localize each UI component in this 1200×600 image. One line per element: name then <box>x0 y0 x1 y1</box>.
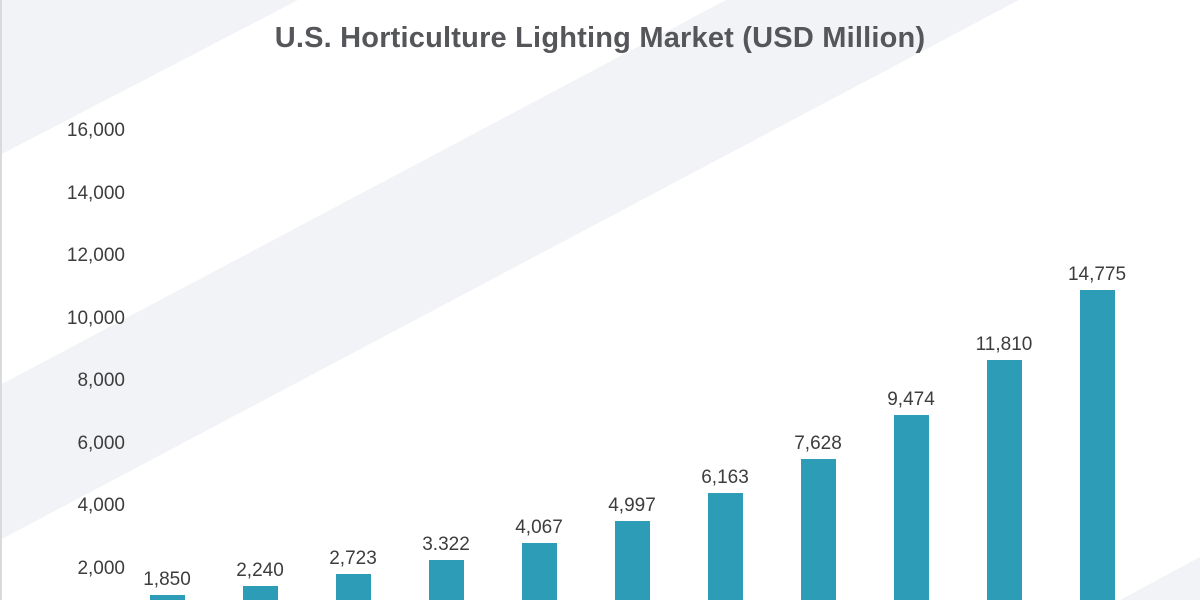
bar <box>521 542 557 600</box>
bar <box>986 359 1022 600</box>
diagonal-band-middle <box>0 0 1019 540</box>
y-axis-tick-label: 8,000 <box>77 370 125 392</box>
bar-value-label: 1,850 <box>143 569 191 591</box>
bar-value-label: 9,474 <box>887 389 935 411</box>
bar-value-label: 14,775 <box>1067 264 1127 285</box>
diagonal-band-top-left <box>0 0 298 155</box>
y-axis-tick-label: 4,000 <box>77 495 125 517</box>
y-axis-tick-label: 2,000 <box>77 557 125 579</box>
bar <box>800 458 836 600</box>
bar <box>707 493 743 600</box>
bar <box>428 560 464 600</box>
bar-value-label: 6,163 <box>701 467 749 489</box>
bar <box>335 574 371 600</box>
bar <box>242 585 278 600</box>
diagonal-band-bottom-right <box>1120 557 1200 600</box>
bar-value-label: 3.322 <box>422 534 470 556</box>
y-axis-tick-label: 10,000 <box>66 307 125 329</box>
bar <box>614 520 650 600</box>
y-axis-tick-label: 16,000 <box>66 120 125 141</box>
bar-value-label: 4,067 <box>515 516 563 538</box>
bar-value-label: 4,997 <box>608 494 656 516</box>
y-axis-tick-label: 14,000 <box>66 182 125 204</box>
bar-value-label: 7,628 <box>794 432 842 454</box>
bar-value-label: 2,723 <box>329 548 377 570</box>
bar <box>893 415 929 600</box>
chart-title: U.S. Horticulture Lighting Market (USD M… <box>274 22 926 54</box>
bar-value-label: 2,240 <box>236 559 284 581</box>
y-axis-tick-label: 6,000 <box>77 432 125 454</box>
bar <box>1079 290 1115 600</box>
bar <box>149 595 185 600</box>
left-edge-line <box>0 0 2 600</box>
bar-value-label: 11,810 <box>975 333 1033 355</box>
y-axis-tick-label: 12,000 <box>66 245 125 267</box>
